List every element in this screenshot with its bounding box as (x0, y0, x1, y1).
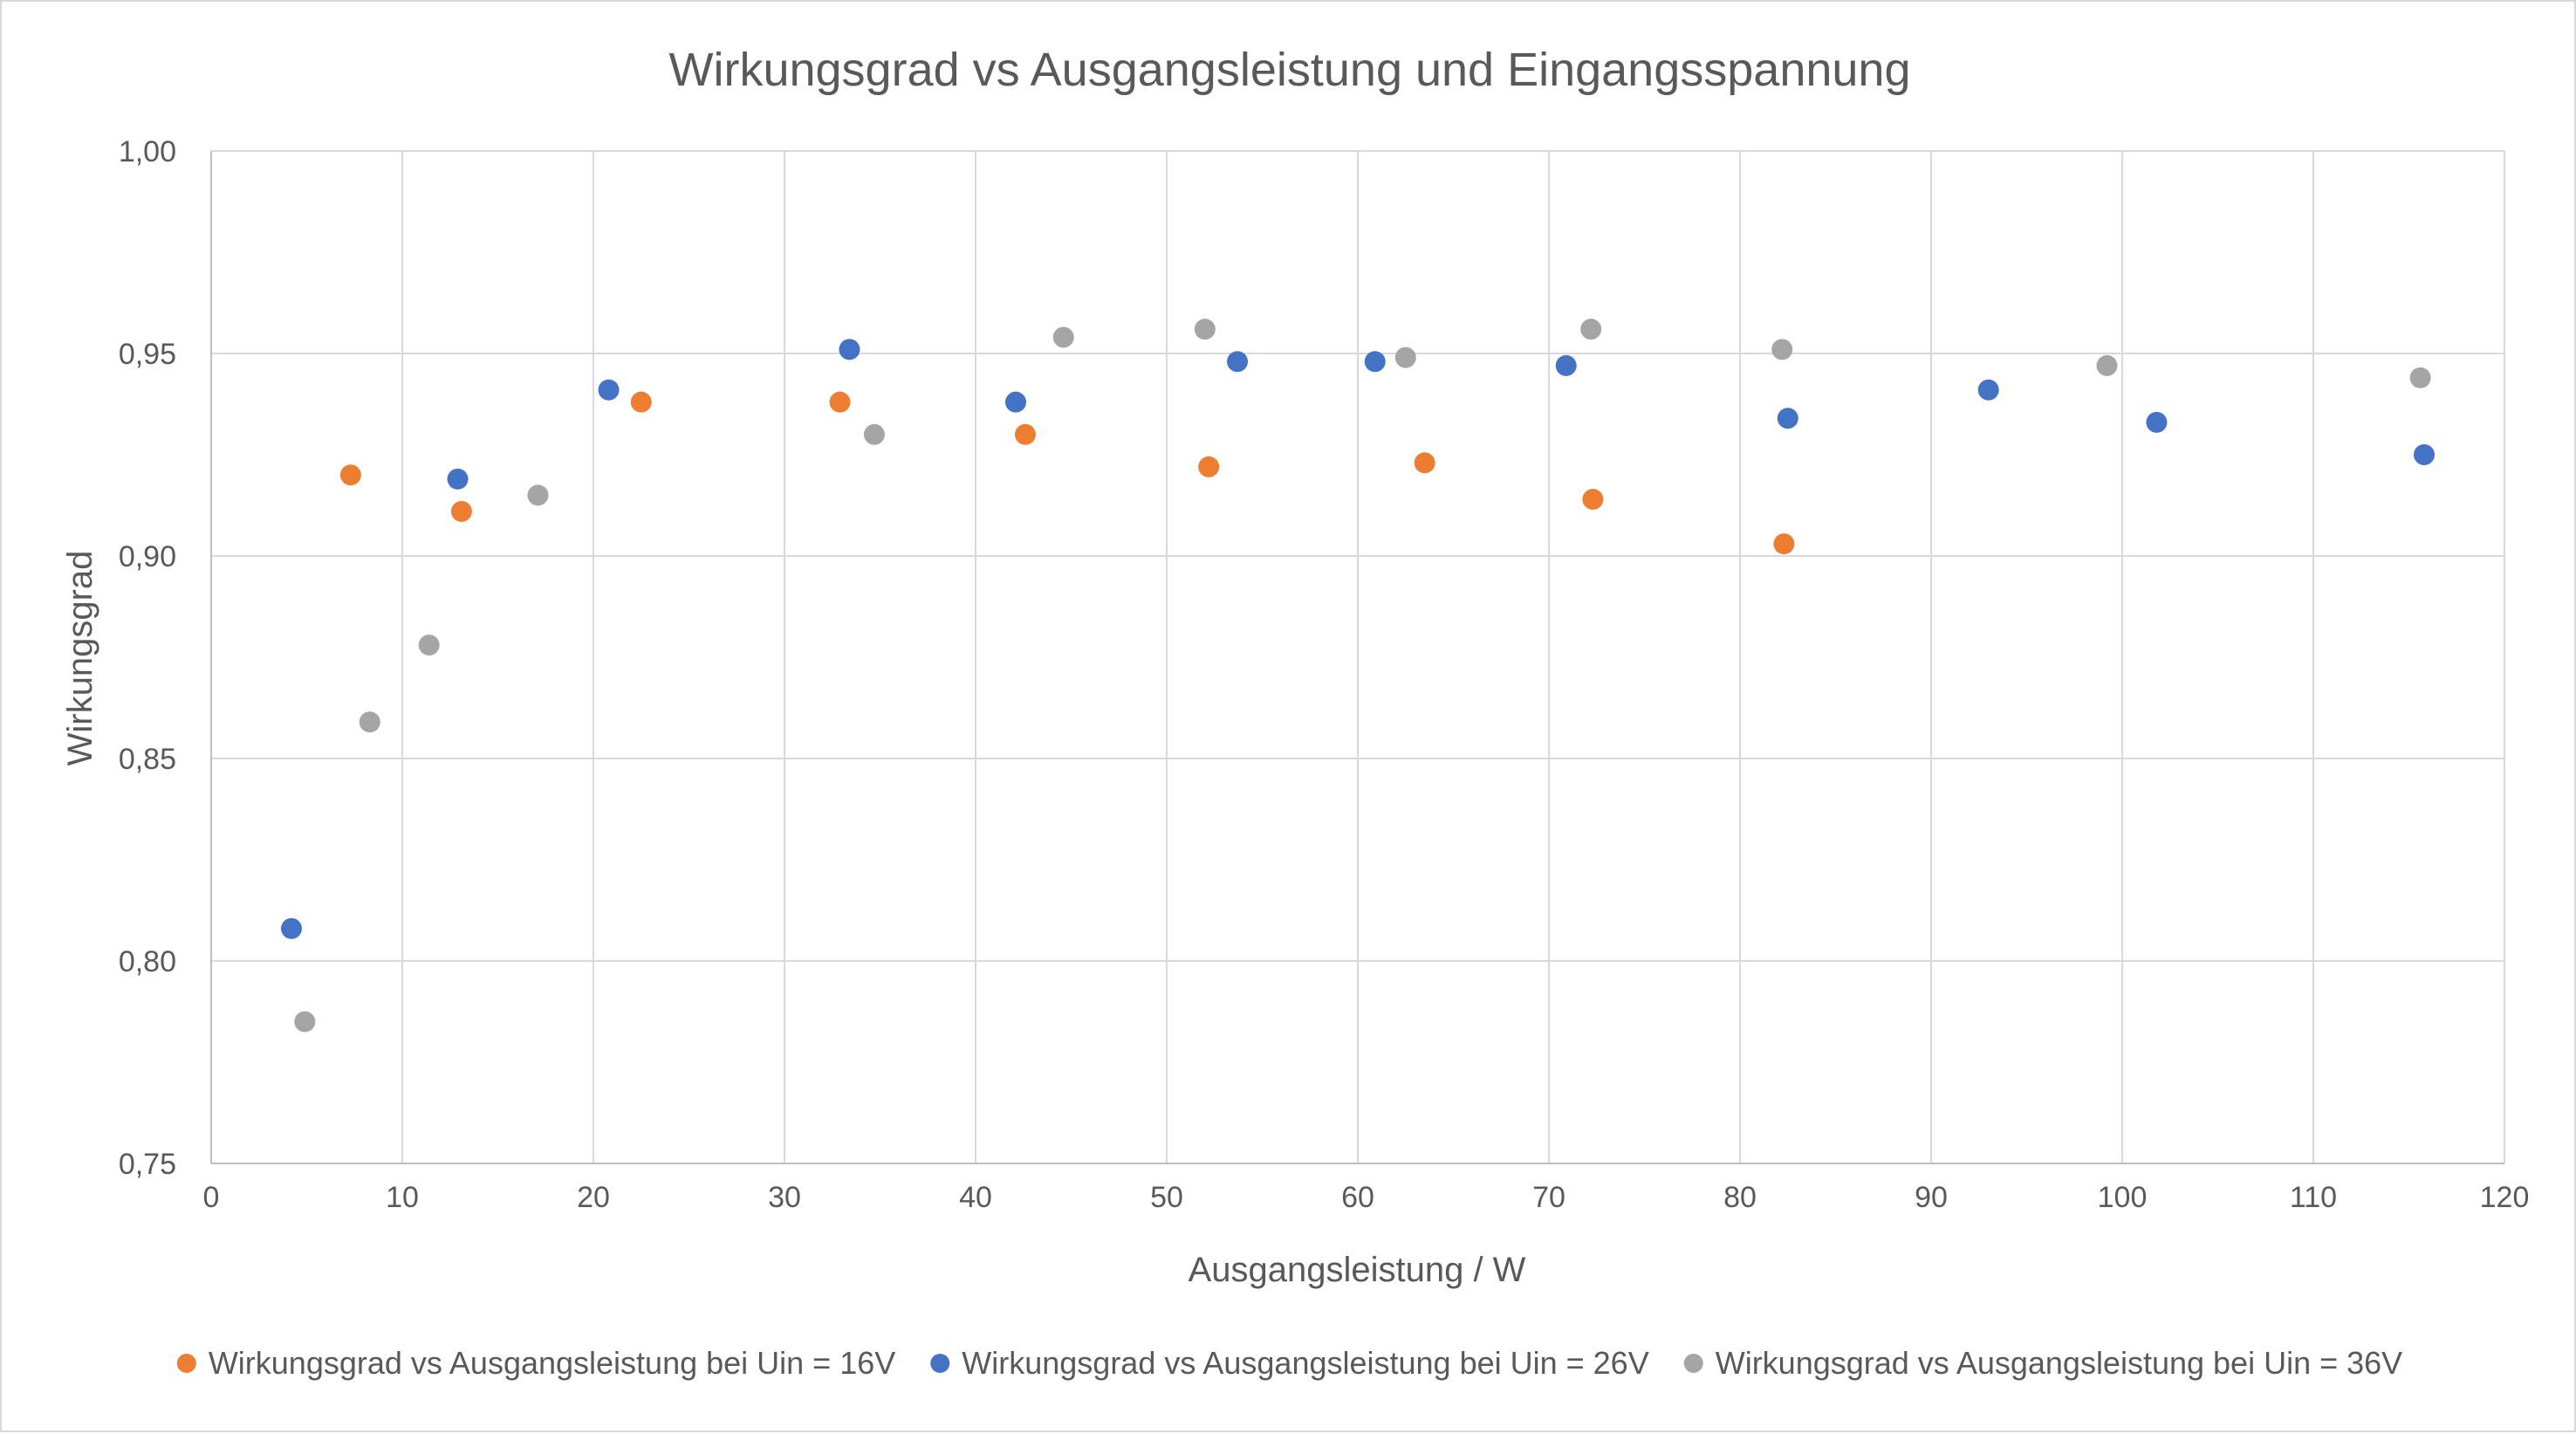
data-point (1582, 489, 1604, 511)
series-1 (339, 391, 1795, 555)
legend-marker (1683, 1354, 1703, 1373)
data-point (839, 339, 860, 360)
data-point (1364, 351, 1386, 373)
data-point (527, 484, 549, 506)
y-tick-label: 0,95 (119, 338, 176, 371)
x-tick-label: 80 (1723, 1181, 1757, 1214)
data-point (450, 500, 472, 522)
x-tick-label: 40 (959, 1181, 992, 1214)
x-tick-label: 10 (386, 1181, 419, 1214)
x-tick-label: 110 (2290, 1181, 2337, 1214)
data-point (1052, 326, 1074, 348)
data-point (2146, 411, 2168, 433)
data-point (418, 635, 440, 656)
series-3 (294, 319, 2431, 1033)
y-tick-label: 0,80 (119, 945, 176, 978)
series-2 (280, 339, 2436, 939)
data-point (1414, 452, 1435, 474)
x-tick-label: 100 (2098, 1181, 2148, 1214)
legend-label: Wirkungsgrad vs Ausgangsleistung bei Uin… (1716, 1345, 2402, 1381)
data-point (1394, 346, 1416, 368)
data-point (1014, 423, 1036, 445)
axes (210, 151, 2504, 1164)
data-point (447, 468, 469, 490)
data-point (1777, 408, 1798, 429)
y-tick-label: 0,85 (119, 743, 176, 776)
x-axis-label: Ausgangsleistung / W (1189, 1251, 1526, 1289)
data-point (1773, 533, 1795, 555)
y-tick-label: 0,75 (119, 1148, 176, 1181)
data-point (598, 379, 620, 401)
data-point (863, 423, 885, 445)
data-point (280, 917, 302, 939)
legend-item: Wirkungsgrad vs Ausgangsleistung bei Uin… (930, 1345, 1649, 1381)
data-point (1771, 339, 1793, 360)
data-point (1555, 354, 1577, 376)
legend-item: Wirkungsgrad vs Ausgangsleistung bei Uin… (1683, 1345, 2402, 1381)
data-points (280, 319, 2436, 1033)
x-tick-label: 120 (2480, 1181, 2530, 1214)
data-point (339, 464, 361, 486)
data-point (1004, 391, 1026, 413)
data-point (1194, 319, 1216, 340)
data-point (2409, 367, 2431, 388)
data-point (630, 391, 652, 413)
x-tick-label: 50 (1150, 1181, 1183, 1214)
x-tick-label: 60 (1341, 1181, 1374, 1214)
legend-label: Wirkungsgrad vs Ausgangsleistung bei Uin… (209, 1345, 895, 1381)
grid-lines (210, 150, 2505, 1164)
data-point (2096, 354, 2118, 376)
data-point (294, 1011, 316, 1033)
y-tick-label: 1,00 (119, 135, 176, 168)
legend-item: Wirkungsgrad vs Ausgangsleistung bei Uin… (176, 1345, 895, 1381)
y-tick-label: 0,90 (119, 540, 176, 573)
x-tick-label: 30 (768, 1181, 801, 1214)
y-axis-label: Wirkungsgrad (61, 551, 99, 766)
legend: Wirkungsgrad vs Ausgangsleistung bei Uin… (176, 1345, 2402, 1381)
tick-labels: 0 10 20 30 40 50 60 70 80 90 100 110 120 0,75 0,80 0,85… (119, 135, 2530, 1214)
data-point (1977, 379, 1999, 401)
data-point (2414, 444, 2436, 465)
legend-marker (176, 1354, 196, 1373)
legend-marker (930, 1354, 950, 1373)
data-point (829, 391, 851, 413)
legend-label: Wirkungsgrad vs Ausgangsleistung bei Uin… (962, 1345, 1648, 1381)
chart-title: Wirkungsgrad vs Ausgangsleistung und Ein… (669, 44, 1911, 96)
x-tick-label: 90 (1915, 1181, 1948, 1214)
x-tick-label: 70 (1532, 1181, 1565, 1214)
data-point (1580, 319, 1602, 340)
data-point (1198, 456, 1220, 477)
x-tick-label: 0 (203, 1181, 220, 1214)
x-tick-label: 20 (577, 1181, 610, 1214)
data-point (359, 711, 380, 733)
data-point (1227, 351, 1249, 373)
